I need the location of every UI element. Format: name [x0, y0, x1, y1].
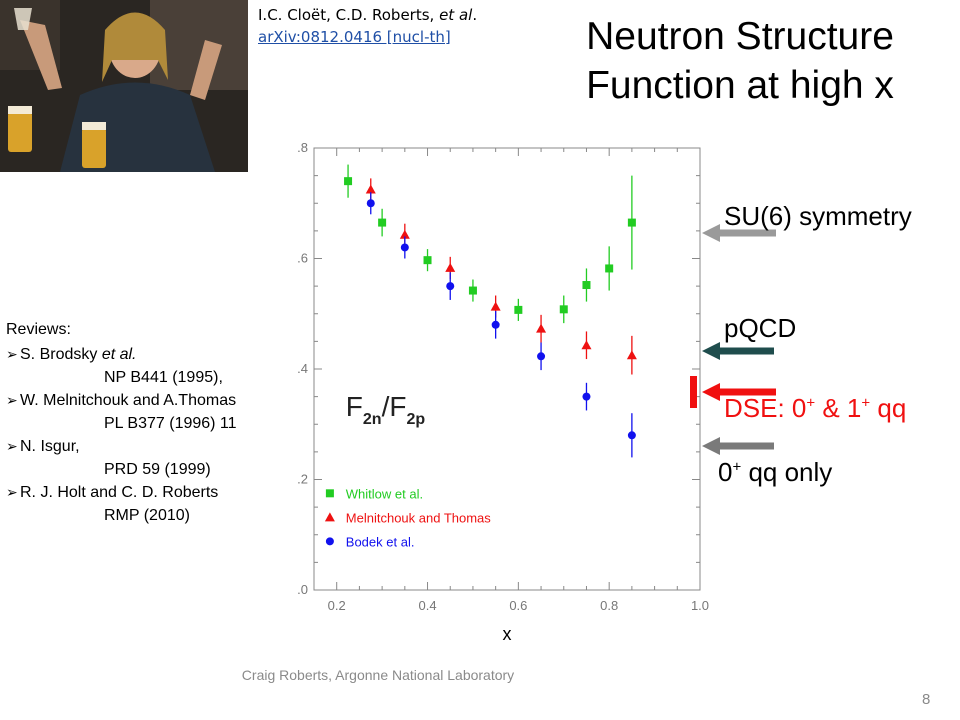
arrow-bullet-icon: ➢: [6, 484, 18, 500]
legend-label: Bodek et al.: [346, 534, 415, 549]
zero-label-part: 0: [718, 457, 733, 487]
data-point: [627, 218, 636, 227]
citation: I.C. Cloët, C.D. Roberts, et al. arXiv:0…: [258, 4, 477, 48]
dse-label-part: & 1: [815, 393, 862, 423]
data-point: [491, 320, 500, 329]
reviews-list: Reviews: ➢ S. Brodsky et al. NP B441 (199…: [6, 318, 326, 527]
data-point: [582, 281, 591, 290]
dse-label: DSE: 0+ & 1+ qq: [724, 393, 906, 424]
arrow-bullet-icon: ➢: [6, 438, 18, 454]
arrow-bullet-icon: ➢: [6, 346, 18, 362]
y-tick-label: .0: [297, 582, 308, 597]
data-point: [626, 350, 637, 360]
su6-arrow: [702, 224, 776, 242]
x-tick-label: 1.0: [691, 598, 709, 613]
pqcd-label: pQCD: [724, 313, 797, 343]
page-number: 8: [922, 691, 931, 708]
data-point: [582, 392, 591, 401]
review-reference: RMP (2010): [104, 507, 190, 524]
data-point: [378, 218, 387, 227]
data-point: [536, 323, 547, 333]
data-point: [365, 184, 376, 194]
review-item: ➢ S. Brodsky et al.: [6, 343, 326, 366]
citation-dot: .: [472, 6, 478, 24]
review-author: N. Isgur,: [20, 438, 80, 455]
dse-label-sup: +: [861, 394, 871, 412]
y-tick-label: .2: [297, 472, 308, 487]
y-tick-label: .4: [297, 361, 308, 376]
x-tick-label: 0.2: [328, 598, 346, 613]
footer-credit: Craig Roberts, Argonne National Laborato…: [241, 667, 515, 683]
citation-authors-line: I.C. Cloët, C.D. Roberts, et al.: [258, 4, 477, 26]
arrow-bullet-icon: ➢: [6, 392, 18, 408]
data-point: [627, 431, 636, 440]
plot-label: F2n/F2p: [346, 391, 426, 428]
review-author: S. Brodsky: [20, 346, 102, 363]
data-point: [400, 243, 409, 252]
legend-marker: [324, 512, 335, 522]
y-tick-label: .8: [297, 140, 308, 155]
data-point: [490, 301, 501, 311]
review-author: W. Melnitchouk and A.Thomas: [20, 392, 237, 409]
y-tick-label: .6: [297, 251, 308, 266]
dse-arrow: [690, 376, 776, 408]
data-point: [344, 177, 353, 186]
citation-authors: I.C. Cloët, C.D. Roberts,: [258, 6, 440, 24]
dse-label-part: DSE: 0: [724, 393, 807, 423]
data-point: [445, 262, 456, 272]
dse-label-part: qq: [870, 393, 907, 423]
arxiv-link[interactable]: arXiv:0812.0416 [nucl-th]: [258, 28, 451, 46]
review-reference: NP B441 (1995),: [104, 369, 223, 386]
review-reference: PL B377 (1996) 11: [104, 415, 237, 432]
data-point: [468, 286, 477, 295]
data-point: [399, 229, 410, 239]
x-tick-label: 0.8: [600, 598, 618, 613]
x-axis-label: x: [503, 624, 512, 644]
slide-title: Neutron Structure Function at high x: [540, 12, 940, 110]
data-point: [423, 256, 432, 265]
data-point: [514, 305, 523, 314]
zero-label-part: qq only: [741, 457, 833, 487]
legend-marker: [325, 537, 334, 546]
legend-marker: [325, 489, 334, 498]
data-point: [581, 340, 592, 350]
zero-qq-label: 0+ qq only: [718, 457, 832, 488]
pqcd-arrow: [702, 342, 774, 360]
citation-etal: et al: [439, 6, 473, 24]
zero-arrow: [702, 437, 774, 455]
model-arrows: [690, 224, 776, 455]
dse-label-sup: +: [806, 394, 816, 412]
data-point: [366, 199, 375, 208]
data-point: [446, 282, 455, 291]
legend-label: Whitlow et al.: [346, 486, 423, 501]
f2n-f2p-chart: 0.2 0.4 0.6 0.8 1.0 .0 .2 .4 .6 .8 x F2n/F2p Whitlow…: [297, 140, 709, 644]
review-item: ➢ W. Melnitchouk and A.Thomas: [6, 389, 326, 412]
review-item: ➢ R. J. Holt and C. D. Roberts: [6, 481, 326, 504]
speaker-photo: [0, 0, 248, 172]
data-point: [537, 352, 546, 361]
su6-label: SU(6) symmetry: [724, 201, 912, 231]
zero-label-sup: +: [732, 458, 742, 476]
data-point: [605, 264, 614, 273]
review-etal: et al.: [101, 346, 137, 363]
title-line-2: Function at high x: [586, 64, 894, 107]
legend-label: Melnitchouk and Thomas: [346, 510, 492, 525]
reviews-heading: Reviews:: [6, 321, 71, 338]
x-tick-label: 0.4: [418, 598, 436, 613]
x-tick-label: 0.6: [509, 598, 527, 613]
review-reference: PRD 59 (1999): [104, 461, 211, 478]
review-author: R. J. Holt and C. D. Roberts: [20, 484, 219, 501]
title-line-1: Neutron Structure: [586, 15, 894, 58]
speaker-photo-image: [0, 0, 248, 172]
data-point: [559, 305, 568, 314]
review-item: ➢ N. Isgur,: [6, 435, 326, 458]
